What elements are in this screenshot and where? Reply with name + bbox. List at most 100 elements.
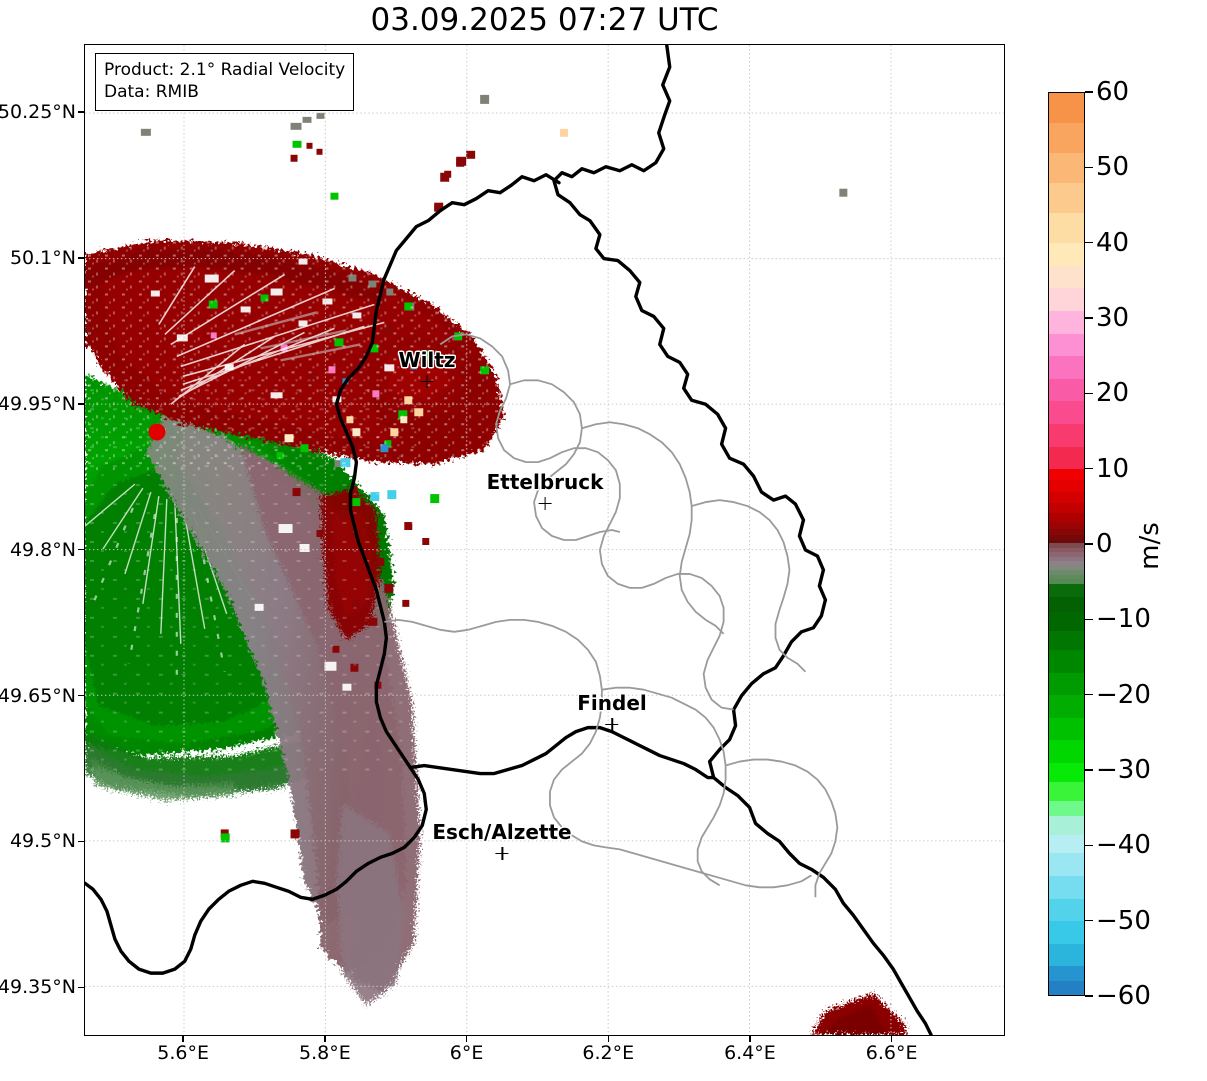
map-gridlines [85,45,1004,1035]
y-tick-mark-4 [78,694,84,697]
colorbar-unit-label: m/s [1135,522,1165,570]
x-tick-mark-5 [890,1036,893,1042]
colorbar-segment-49 [1049,898,1084,923]
y-tick-label-6: 49.35°N [0,976,76,999]
x-tick-label-4: 6.4°E [724,1042,776,1064]
colorbar-segment-38 [1049,672,1084,697]
colorbar-tick-mark-8 [1085,693,1093,696]
x-tick-mark-0 [182,1036,184,1042]
colorbar[interactable] [1048,92,1085,996]
colorbar-segment-30 [1049,570,1084,576]
y-tick-mark-1 [78,257,84,259]
colorbar-tick-label-10: −40 [1096,830,1151,861]
x-tick-mark-4 [749,1036,751,1042]
colorbar-segment-45 [1049,815,1084,836]
colorbar-tick-mark-7 [1085,618,1093,621]
colorbar-segment-13 [1049,423,1084,448]
y-tick-label-5: 49.5°N [9,830,76,853]
colorbar-segment-21 [1049,529,1084,537]
colorbar-tick-label-9: −30 [1096,755,1151,785]
info-data-line: Data: RMIB [104,82,199,103]
colorbar-segment-0 [1049,93,1084,124]
y-tick-mark-2 [78,403,84,405]
colorbar-segment-5 [1049,243,1084,267]
colorbar-segment-22 [1049,535,1084,541]
y-tick-label-2: 49.95°N [0,392,76,415]
colorbar-segment-15 [1049,469,1084,482]
colorbar-segment-18 [1049,503,1084,514]
colorbar-tick-mark-9 [1085,769,1093,771]
radar-site-marker[interactable] [148,423,166,441]
colorbar-segment-14 [1049,446,1084,471]
colorbar-segment-24 [1049,542,1084,549]
product-info-box: Product: 2.1° Radial Velocity Data: RMIB [95,53,355,111]
colorbar-segment-39 [1049,695,1084,719]
colorbar-segment-51 [1049,943,1084,968]
colorbar-tick-label-2: 40 [1096,227,1130,258]
colorbar-segment-20 [1049,521,1084,531]
colorbar-segment-31 [1049,574,1084,581]
x-tick-mark-3 [607,1036,609,1042]
map-clip [85,45,1004,1035]
y-tick-mark-6 [78,986,84,989]
colorbar-segment-17 [1049,491,1084,505]
colorbar-tick-label-3: 30 [1096,303,1130,333]
colorbar-tick-label-12: −60 [1096,981,1151,1011]
colorbar-segment-35 [1049,612,1084,633]
y-tick-mark-5 [78,840,84,843]
colorbar-tick-mark-11 [1085,919,1093,922]
x-tick-label-2: 6°E [449,1042,484,1064]
colorbar-segment-32 [1049,579,1084,585]
colorbar-segment-10 [1049,356,1084,380]
colorbar-segment-3 [1049,182,1084,215]
map-plot-area[interactable] [84,44,1005,1036]
colorbar-segment-33 [1049,583,1084,599]
colorbar-segment-50 [1049,921,1084,945]
colorbar-tick-mark-5 [1085,467,1093,470]
colorbar-tick-mark-3 [1085,317,1093,319]
colorbar-tick-mark-6 [1085,543,1093,545]
colorbar-segment-7 [1049,288,1084,312]
colorbar-tick-label-8: −20 [1096,679,1151,710]
colorbar-tick-mark-10 [1085,844,1093,847]
colorbar-segment-37 [1049,649,1084,674]
colorbar-tick-mark-1 [1085,166,1093,169]
colorbar-tick-label-5: 10 [1096,453,1130,484]
colorbar-tick-label-7: −10 [1096,604,1151,635]
colorbar-segment-23 [1049,539,1084,544]
map-boundaries-layer [85,45,933,1035]
colorbar-segment-2 [1049,152,1084,184]
colorbar-segment-4 [1049,213,1084,245]
colorbar-segment-25 [1049,547,1084,554]
colorbar-segment-42 [1049,762,1084,783]
colorbar-segment-53 [1049,981,1084,995]
x-tick-label-3: 6.2°E [582,1042,635,1064]
colorbar-segment-6 [1049,265,1084,290]
colorbar-segment-28 [1049,561,1084,567]
x-tick-mark-1 [324,1036,326,1042]
colorbar-tick-label-1: 50 [1096,152,1130,183]
colorbar-segment-26 [1049,552,1084,558]
y-tick-mark-0 [78,111,84,113]
x-tick-label-5: 6.6°E [865,1042,918,1064]
colorbar-tick-mark-4 [1085,392,1093,395]
colorbar-segment-36 [1049,631,1084,651]
x-tick-label-1: 5.8°E [299,1042,351,1064]
y-tick-label-0: 50.25°N [0,101,76,124]
x-tick-mark-2 [465,1036,468,1042]
y-tick-mark-3 [78,549,84,551]
colorbar-segment-27 [1049,556,1084,563]
colorbar-segment-1 [1049,122,1084,154]
colorbar-segment-46 [1049,834,1084,855]
page-title: 03.09.2025 07:27 UTC [370,2,719,38]
colorbar-segment-41 [1049,740,1084,764]
y-tick-label-4: 49.65°N [0,684,76,707]
colorbar-segment-12 [1049,401,1084,425]
colorbar-segment-43 [1049,781,1084,802]
colorbar-segment-8 [1049,310,1084,335]
colorbar-tick-mark-0 [1085,91,1093,93]
colorbar-tick-mark-2 [1085,241,1093,244]
colorbar-tick-label-4: 20 [1096,378,1130,409]
colorbar-segment-40 [1049,717,1084,742]
